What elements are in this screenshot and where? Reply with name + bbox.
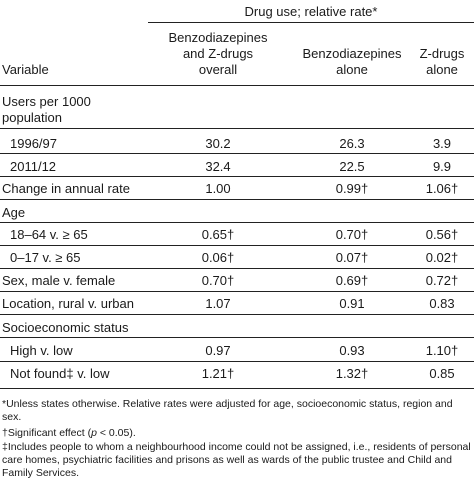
row-rule bbox=[0, 128, 474, 129]
row-rule bbox=[0, 314, 474, 315]
header-rule bbox=[0, 85, 474, 86]
footnote-double-dagger: ‡Includes people to whom a neighbourhood… bbox=[2, 441, 471, 479]
col-header-benzo-l1: Benzodiazepines bbox=[302, 46, 402, 61]
row-rule bbox=[0, 291, 474, 292]
row-rule bbox=[0, 337, 474, 338]
cell-high-low-zdrugs: 1.10† bbox=[425, 343, 459, 358]
row-rule bbox=[0, 153, 474, 154]
row-label-0-17: 0–17 v. ≥ 65 bbox=[10, 250, 81, 265]
cell-0-17-benzo: 0.07† bbox=[335, 250, 369, 265]
col-header-benzo-l2: alone bbox=[336, 62, 368, 77]
cell-18-64-overall: 0.65† bbox=[201, 227, 235, 242]
row-label-users: Users per 1000 bbox=[2, 94, 91, 109]
row-label-1996: 1996/97 bbox=[10, 136, 57, 151]
cell-sex-overall: 0.70† bbox=[201, 273, 235, 288]
cell-high-low-benzo: 0.93 bbox=[339, 343, 365, 358]
row-label-notfound-low: Not found‡ v. low bbox=[10, 366, 110, 381]
col-header-overall-l3: overall bbox=[198, 62, 238, 77]
cell-location-benzo: 0.91 bbox=[339, 296, 365, 311]
row-label-change: Change in annual rate bbox=[2, 181, 130, 196]
cell-change-overall: 1.00 bbox=[205, 181, 231, 196]
row-label-sex: Sex, male v. female bbox=[2, 273, 116, 288]
cell-change-zdrugs: 1.06† bbox=[425, 181, 459, 196]
row-rule bbox=[0, 268, 474, 269]
row-label-ses: Socioeconomic status bbox=[2, 320, 129, 335]
cell-location-zdrugs: 0.83 bbox=[429, 296, 455, 311]
row-rule bbox=[0, 199, 474, 200]
cell-18-64-zdrugs: 0.56† bbox=[425, 227, 459, 242]
table-bottom-rule bbox=[0, 388, 474, 389]
col-header-zdrugs-l1: Z-drugs bbox=[419, 46, 465, 61]
cell-1996-zdrugs: 3.9 bbox=[432, 136, 452, 151]
cell-notfound-benzo: 1.32† bbox=[335, 366, 369, 381]
row-rule bbox=[0, 176, 474, 177]
row-rule bbox=[0, 222, 474, 223]
cell-2011-overall: 32.4 bbox=[205, 159, 231, 174]
cell-high-low-overall: 0.97 bbox=[205, 343, 231, 358]
variable-header: Variable bbox=[2, 62, 49, 77]
spanner-header: Drug use; relative rate* bbox=[244, 4, 378, 19]
row-label-2011: 2011/12 bbox=[10, 159, 57, 174]
footnote-asterisk: *Unless states otherwise. Relative rates… bbox=[2, 398, 453, 423]
cell-2011-benzo: 22.5 bbox=[339, 159, 365, 174]
cell-2011-zdrugs: 9.9 bbox=[432, 159, 452, 174]
cell-location-overall: 1.07 bbox=[205, 296, 231, 311]
row-label-high-low: High v. low bbox=[10, 343, 73, 358]
col-header-overall-l2: and Z-drugs bbox=[182, 46, 254, 61]
row-label-location: Location, rural v. urban bbox=[2, 296, 134, 311]
col-header-overall-l1: Benzodiazepines bbox=[168, 30, 268, 45]
spanner-rule bbox=[148, 22, 474, 23]
cell-sex-benzo: 0.69† bbox=[335, 273, 369, 288]
footnote-dagger: †Significant effect (p < 0.05). bbox=[2, 427, 136, 439]
cell-0-17-overall: 0.06† bbox=[201, 250, 235, 265]
row-rule bbox=[0, 361, 474, 362]
cell-0-17-zdrugs: 0.02† bbox=[425, 250, 459, 265]
cell-1996-benzo: 26.3 bbox=[339, 136, 365, 151]
cell-change-benzo: 0.99† bbox=[335, 181, 369, 196]
row-label-age: Age bbox=[2, 205, 26, 220]
col-header-zdrugs-l2: alone bbox=[426, 62, 458, 77]
cell-notfound-overall: 1.21† bbox=[201, 366, 235, 381]
cell-18-64-benzo: 0.70† bbox=[335, 227, 369, 242]
cell-1996-overall: 30.2 bbox=[205, 136, 231, 151]
row-label-18-64: 18–64 v. ≥ 65 bbox=[10, 227, 88, 242]
row-rule bbox=[0, 245, 474, 246]
cell-notfound-zdrugs: 0.85 bbox=[429, 366, 455, 381]
row-label-users-l2: population bbox=[2, 110, 62, 125]
cell-sex-zdrugs: 0.72† bbox=[425, 273, 459, 288]
